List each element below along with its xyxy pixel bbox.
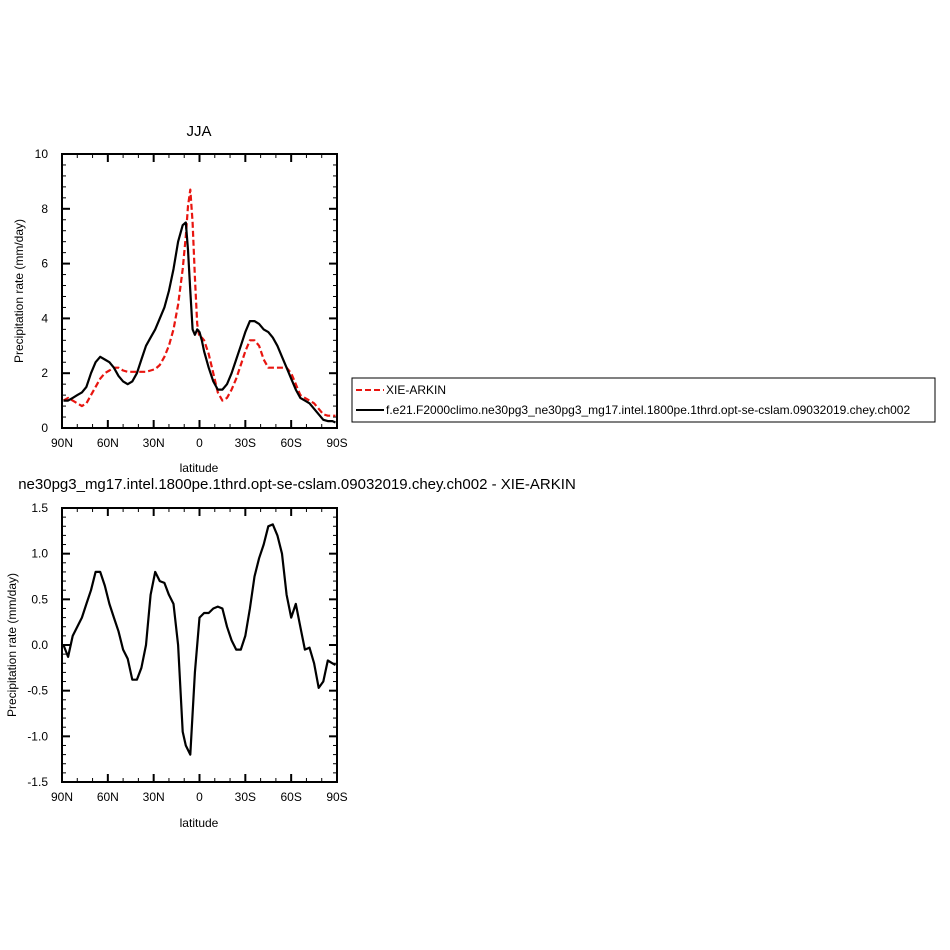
top-panel-title: JJA — [186, 123, 211, 140]
series-line-1 — [63, 221, 336, 424]
y-tick-label: 1.5 — [31, 501, 48, 515]
y-tick-label: -1.5 — [27, 775, 48, 789]
y-tick-label: -1.0 — [27, 729, 48, 743]
x-tick-label: 0 — [196, 436, 203, 450]
y-tick-label: 2 — [41, 366, 48, 380]
x-tick-label: 60N — [97, 436, 119, 450]
legend-label-model: f.e21.F2000climo.ne30pg3_ne30pg3_mg17.in… — [386, 403, 910, 417]
x-tick-label: 30S — [235, 790, 256, 804]
x-tick-label: 60S — [280, 436, 301, 450]
x-tick-label: 30N — [143, 790, 165, 804]
y-tick-label: 0.0 — [31, 638, 48, 652]
bottom-panel-title: ne30pg3_mg17.intel.1800pe.1thrd.opt-se-c… — [18, 476, 576, 493]
legend-label-xie-arkin: XIE-ARKIN — [386, 383, 446, 397]
bottom-panel-ylabel: Precipitation rate (mm/day) — [5, 573, 19, 717]
y-tick-label: 8 — [41, 202, 48, 216]
bottom-panel-series — [62, 523, 337, 756]
bottom-panel-ticks: 90N 60N 30N 0 30S 60S 90S 1.5 1.0 0.5 0.0 -0.5 -1.0 -… — [27, 501, 347, 804]
bottom-panel: ne30pg3_mg17.intel.1800pe.1thrd.opt-se-c… — [5, 476, 576, 830]
bottom-panel-xlabel: latitude — [180, 816, 219, 830]
y-tick-label: 4 — [41, 311, 48, 325]
top-panel-series — [62, 188, 336, 424]
legend: XIE-ARKIN f.e21.F2000climo.ne30pg3_ne30p… — [351, 377, 936, 423]
y-tick-label: 6 — [41, 257, 48, 271]
x-tick-label: 0 — [196, 790, 203, 804]
x-tick-label: 90N — [51, 790, 73, 804]
y-tick-label: 1.0 — [31, 547, 48, 561]
y-tick-label: -0.5 — [27, 684, 48, 698]
y-tick-label: 0.5 — [31, 592, 48, 606]
top-panel-ylabel: Precipitation rate (mm/day) — [12, 219, 26, 363]
y-tick-label: 0 — [41, 421, 48, 435]
x-tick-label: 60N — [97, 790, 119, 804]
top-panel-xlabel: latitude — [180, 461, 219, 475]
top-panel-plot-frame — [61, 153, 338, 429]
series-line-0 — [62, 188, 336, 417]
x-tick-label: 90S — [326, 436, 347, 450]
x-tick-label: 90N — [51, 436, 73, 450]
series-line-0 — [62, 523, 337, 756]
top-panel: JJA latitude Precipitation rate (mm/day)… — [12, 123, 348, 475]
top-panel-ticks: 90N 60N 30N 0 30S 60S 90S 0 2 4 6 8 10 — [35, 147, 348, 450]
legend-box — [351, 377, 936, 423]
x-tick-label: 90S — [326, 790, 347, 804]
y-tick-label: 10 — [35, 147, 49, 161]
x-tick-label: 30S — [235, 436, 256, 450]
bottom-panel-plot-frame — [61, 507, 338, 783]
x-tick-label: 30N — [143, 436, 165, 450]
x-tick-label: 60S — [280, 790, 301, 804]
